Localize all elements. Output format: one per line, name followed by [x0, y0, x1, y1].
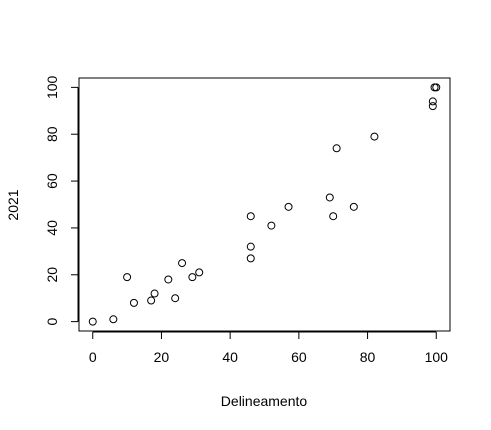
data-point	[246, 242, 255, 251]
data-point	[370, 132, 379, 141]
y-axis-title: 2021	[5, 189, 21, 220]
x-axis-title: Delineamento	[221, 393, 308, 409]
x-tick-label: 100	[425, 349, 449, 365]
y-tick-label: 0	[44, 318, 60, 326]
x-tick-label: 60	[291, 349, 307, 365]
data-point	[284, 202, 293, 211]
y-axis: 0 20 40 60 80 100	[44, 75, 79, 326]
data-point	[123, 273, 132, 282]
x-tick-label: 0	[89, 349, 97, 365]
y-tick-label: 60	[44, 173, 60, 189]
x-tick-label: 80	[360, 349, 376, 365]
data-point	[349, 202, 358, 211]
data-point	[150, 289, 159, 298]
x-axis: 0 20 40 60 80 100	[89, 331, 449, 365]
data-point	[164, 275, 173, 284]
data-point	[195, 268, 204, 277]
data-point	[178, 259, 187, 268]
data-point	[188, 273, 197, 282]
data-point	[129, 298, 138, 307]
data-point	[329, 212, 338, 221]
y-tick-label: 100	[44, 75, 60, 99]
data-point	[171, 294, 180, 303]
data-points	[88, 83, 441, 326]
y-tick-label: 40	[44, 220, 60, 236]
data-point	[430, 83, 439, 92]
data-point	[246, 212, 255, 221]
y-tick-label: 20	[44, 267, 60, 283]
plot-frame	[78, 77, 451, 332]
data-point	[325, 193, 334, 202]
data-point	[428, 97, 437, 106]
data-point	[432, 83, 441, 92]
data-point	[246, 254, 255, 263]
data-point	[428, 102, 437, 111]
data-point	[267, 221, 276, 230]
y-tick-label: 80	[44, 126, 60, 142]
data-point	[109, 315, 118, 324]
data-point	[332, 144, 341, 153]
data-point	[88, 317, 97, 326]
x-tick-label: 40	[222, 349, 238, 365]
data-point	[147, 296, 156, 305]
x-tick-label: 20	[154, 349, 170, 365]
